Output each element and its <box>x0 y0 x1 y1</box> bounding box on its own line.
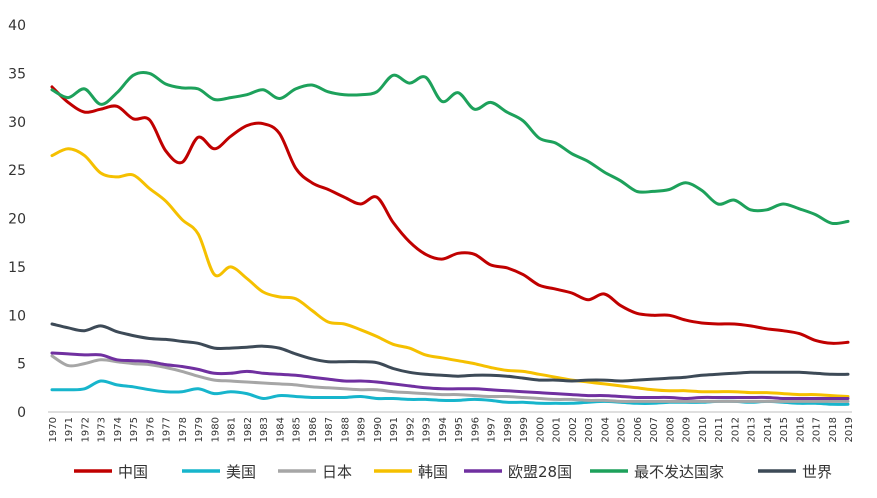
x-tick-label: 1996 <box>470 417 481 442</box>
x-tick-label: 1985 <box>292 417 303 442</box>
x-tick-label: 2013 <box>747 417 758 442</box>
x-tick-label: 2017 <box>812 417 823 442</box>
x-tick-label: 1971 <box>64 417 75 442</box>
y-tick-label: 40 <box>8 18 26 34</box>
x-tick-label: 1984 <box>275 417 286 442</box>
x-tick-label: 1991 <box>389 417 400 442</box>
x-tick-label: 1992 <box>405 417 416 442</box>
series-line-5 <box>50 70 850 226</box>
x-tick-label: 1997 <box>487 417 498 442</box>
series-line-4 <box>50 351 850 401</box>
x-tick-label: 2004 <box>600 417 611 442</box>
x-tick-label: 1976 <box>145 417 156 442</box>
x-tick-label: 2002 <box>568 417 579 442</box>
x-tick-label: 1975 <box>129 417 140 442</box>
x-tick-label: 1986 <box>308 417 319 442</box>
legend-label: 最不发达国家 <box>634 463 724 481</box>
x-tick-label: 2005 <box>617 417 628 442</box>
y-tick-label: 5 <box>17 357 26 373</box>
x-tick-label: 1982 <box>243 417 254 442</box>
x-tick-label: 1980 <box>210 417 221 442</box>
y-tick-label: 0 <box>17 405 26 421</box>
legend: 中国 美国 日本 韩国 欧盟28国 最不发达国家 世界 <box>74 463 832 481</box>
legend-label: 日本 <box>322 463 352 481</box>
x-tick-label: 2019 <box>844 417 855 442</box>
legend-label: 韩国 <box>418 463 448 481</box>
y-tick-label: 15 <box>8 260 26 276</box>
series-lines <box>50 70 850 406</box>
legend-label: 美国 <box>226 463 256 481</box>
series-line-0 <box>50 85 850 345</box>
x-tick-label: 2016 <box>795 417 806 442</box>
y-tick-label: 10 <box>8 308 26 324</box>
x-tick-label: 1994 <box>438 417 449 442</box>
x-tick-label: 1978 <box>178 417 189 442</box>
x-tick-label: 2018 <box>828 417 839 442</box>
x-tick-label: 2011 <box>714 417 725 442</box>
x-tick-label: 2010 <box>698 417 709 442</box>
series-line-3 <box>50 147 850 398</box>
x-tick-label: 1998 <box>503 417 514 442</box>
x-tick-label: 2003 <box>584 417 595 442</box>
y-tick-label: 30 <box>8 115 26 131</box>
x-tick-label: 1988 <box>340 417 351 442</box>
x-tick-label: 1987 <box>324 417 335 442</box>
legend-label: 世界 <box>802 463 832 481</box>
legend-label: 中国 <box>118 463 148 481</box>
x-tick-label: 2007 <box>649 417 660 442</box>
x-tick-label: 1989 <box>357 417 368 442</box>
series-line-2 <box>50 354 850 403</box>
legend-label: 欧盟28国 <box>508 463 572 481</box>
x-tick-label: 1977 <box>162 417 173 442</box>
x-tick-label: 1993 <box>422 417 433 442</box>
x-tick-label: 2014 <box>763 417 774 442</box>
x-tick-label: 1981 <box>227 417 238 442</box>
x-tick-label: 1970 <box>48 417 59 442</box>
x-tick-label: 1973 <box>97 417 108 442</box>
x-tick-label: 2009 <box>682 417 693 442</box>
y-tick-label: 35 <box>8 66 26 82</box>
y-axis-ticks: 0 5 10 15 20 25 30 35 40 <box>8 18 26 421</box>
x-tick-label: 1995 <box>454 417 465 442</box>
x-axis-ticks: 1970 1971 1972 1973 1974 1975 1976 1977 1978 1979… <box>48 417 855 442</box>
x-tick-label: 2006 <box>633 417 644 442</box>
x-tick-label: 1974 <box>113 417 124 442</box>
x-tick-label: 2000 <box>535 417 546 442</box>
x-tick-label: 2001 <box>552 417 563 442</box>
x-tick-label: 2012 <box>730 417 741 442</box>
series-line-6 <box>50 322 850 383</box>
y-tick-label: 25 <box>8 163 26 179</box>
x-tick-label: 2015 <box>779 417 790 442</box>
x-tick-label: 2008 <box>665 417 676 442</box>
x-tick-label: 1999 <box>519 417 530 442</box>
y-tick-label: 20 <box>8 212 26 228</box>
x-tick-label: 1990 <box>373 417 384 442</box>
x-tick-label: 1983 <box>259 417 270 442</box>
x-tick-label: 1979 <box>194 417 205 442</box>
x-tick-label: 1972 <box>80 417 91 442</box>
